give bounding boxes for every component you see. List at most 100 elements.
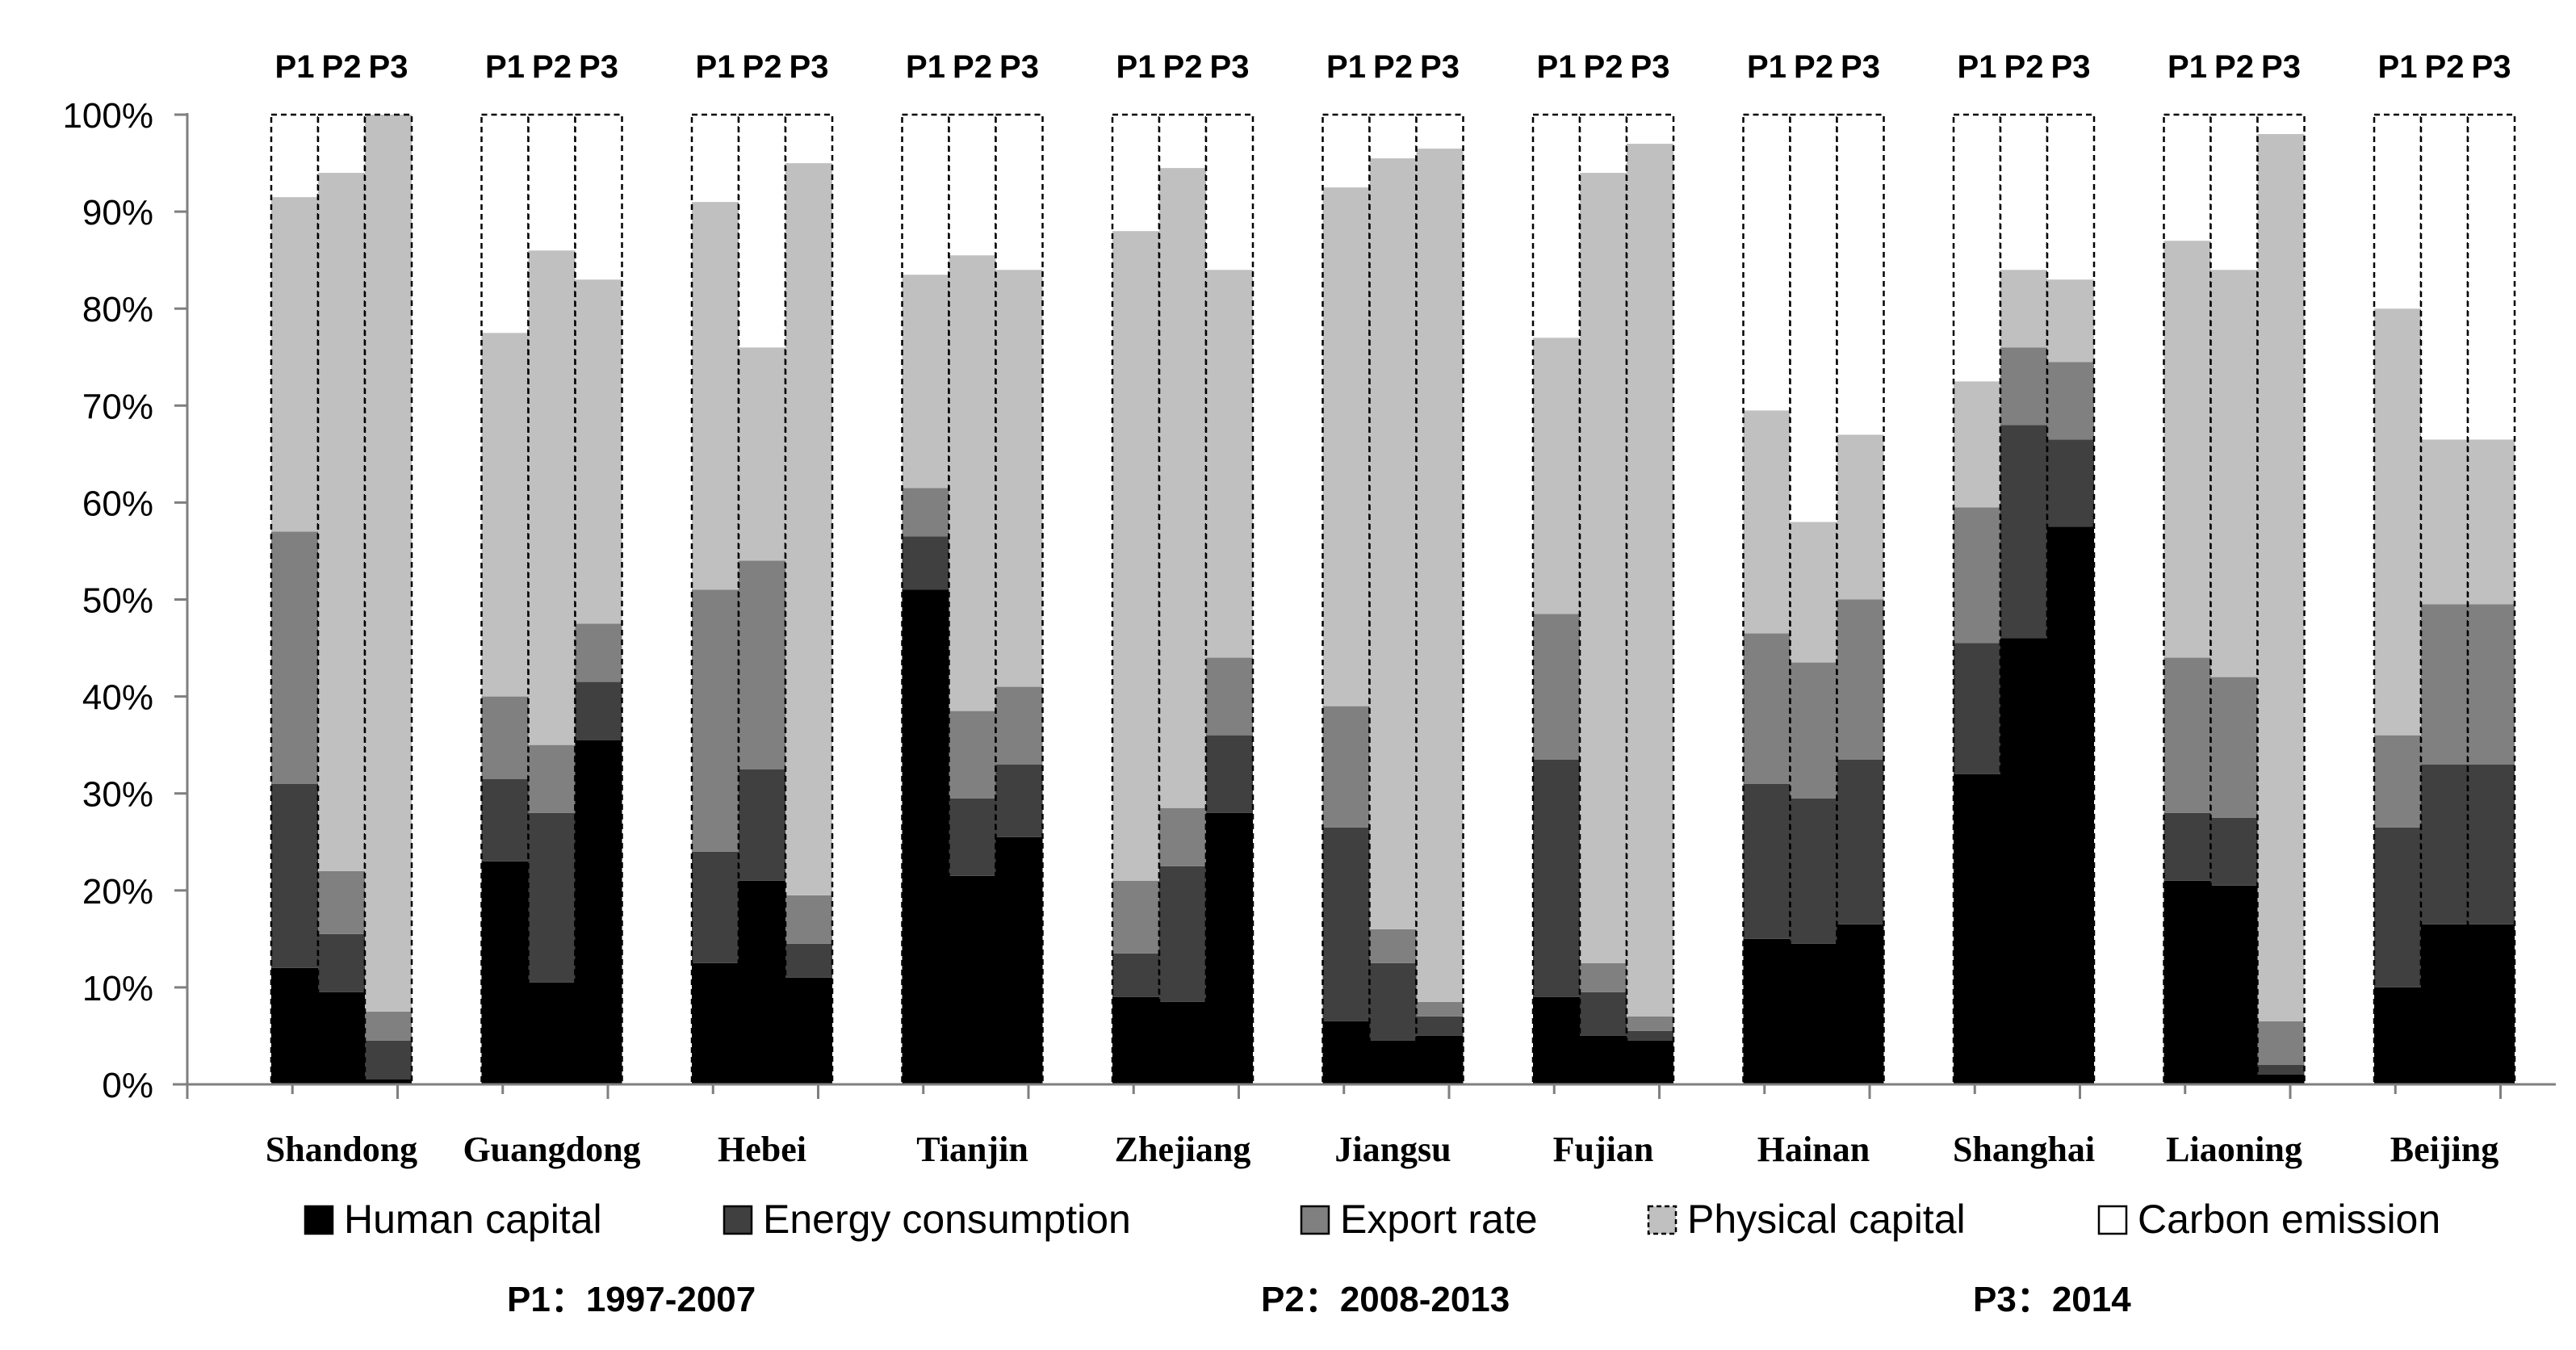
bar-segment bbox=[995, 115, 1043, 270]
bar-segment bbox=[1533, 759, 1580, 997]
bar-segment bbox=[785, 977, 832, 1084]
period-label: P1 bbox=[1326, 49, 1366, 85]
bar-segment bbox=[785, 895, 832, 944]
bar-segment bbox=[365, 1040, 412, 1080]
bar-segment bbox=[1369, 158, 1417, 929]
bar-segment bbox=[318, 115, 365, 174]
bar-segment bbox=[1322, 187, 1370, 706]
bar-segment bbox=[575, 740, 622, 1084]
bar-segment bbox=[1533, 115, 1580, 338]
bar-segment bbox=[1322, 115, 1370, 188]
bar-segment bbox=[739, 560, 785, 769]
bar-segment bbox=[2421, 924, 2468, 1084]
bar-segment bbox=[2421, 764, 2468, 924]
bar-segment bbox=[575, 623, 622, 682]
category-label: Zhejiang bbox=[1115, 1130, 1251, 1169]
bar-segment bbox=[2257, 115, 2305, 135]
bar-segment bbox=[1743, 115, 1791, 411]
bar-segment bbox=[1627, 115, 1673, 145]
legend-swatch bbox=[723, 1205, 753, 1235]
bar-segment bbox=[481, 696, 529, 779]
bar-segment bbox=[2468, 924, 2515, 1084]
period-label: P2 bbox=[2214, 49, 2254, 85]
bar-segment bbox=[1112, 231, 1159, 881]
bar-segment bbox=[902, 275, 949, 488]
bar-segment bbox=[318, 870, 365, 934]
y-tick-label: 40% bbox=[82, 678, 153, 718]
bar-segment bbox=[2257, 134, 2305, 1021]
bar-segment bbox=[271, 783, 318, 968]
period-notes: P1：1997-2007 P2：2008-2013 P3：2014 bbox=[507, 1280, 2131, 1319]
period-note: P2：2008-2013 bbox=[1261, 1280, 1510, 1319]
bar-segment bbox=[1112, 996, 1159, 1084]
bar-segment bbox=[692, 115, 739, 203]
bar-segment bbox=[1743, 783, 1791, 939]
bar-segment bbox=[995, 836, 1043, 1084]
bar-segment bbox=[1322, 1021, 1370, 1084]
bar-segment bbox=[2163, 657, 2211, 813]
category-label: Hainan bbox=[1757, 1130, 1870, 1169]
bar-segment bbox=[481, 333, 529, 697]
period-label: P3 bbox=[999, 49, 1039, 85]
bar-segment bbox=[995, 686, 1043, 765]
legend-label: Human capital bbox=[344, 1197, 602, 1242]
bar-segment bbox=[2047, 115, 2094, 280]
bar-segment bbox=[2468, 115, 2515, 440]
bar-segment bbox=[2374, 115, 2421, 309]
bar-segment bbox=[2374, 735, 2421, 828]
bar-segment bbox=[1369, 1040, 1417, 1084]
bar-segment bbox=[1954, 381, 2000, 508]
period-label: P1 bbox=[696, 49, 735, 85]
bar-segment bbox=[949, 798, 996, 876]
bar-segment bbox=[2000, 115, 2047, 270]
bar-segment bbox=[1416, 1001, 1464, 1017]
bar-segment bbox=[1743, 938, 1791, 1084]
bar-segment bbox=[1837, 759, 1884, 924]
bar-segment bbox=[1580, 962, 1627, 992]
bar-segment bbox=[1322, 706, 1370, 828]
bar-segment bbox=[2163, 241, 2211, 658]
bar-segment bbox=[785, 115, 832, 164]
category-label: Liaoning bbox=[2166, 1130, 2302, 1169]
period-note: P1：1997-2007 bbox=[507, 1280, 756, 1319]
bar-segment bbox=[739, 347, 785, 561]
bar-segment bbox=[1954, 774, 2000, 1084]
bar-segment bbox=[1627, 1016, 1673, 1031]
bar-segment bbox=[1790, 798, 1837, 944]
y-tick-label: 50% bbox=[82, 581, 153, 621]
bar-segment bbox=[2047, 439, 2094, 527]
category-label: Fujian bbox=[1553, 1130, 1654, 1169]
bar-segment bbox=[1112, 115, 1159, 232]
bar-segment bbox=[365, 1011, 412, 1041]
bar-segment bbox=[1954, 115, 2000, 382]
bar-segment bbox=[2210, 677, 2258, 818]
period-note: P3：2014 bbox=[1973, 1280, 2131, 1319]
bar-segment bbox=[271, 197, 318, 532]
bar-segment bbox=[1159, 168, 1206, 808]
bar-segment bbox=[1416, 115, 1464, 149]
bar-segment bbox=[481, 861, 529, 1084]
legend-label: Energy consumption bbox=[763, 1197, 1131, 1242]
bar-segment bbox=[1112, 953, 1159, 997]
bar-segment bbox=[271, 531, 318, 784]
bar-segment bbox=[481, 778, 529, 862]
bar-segment bbox=[528, 250, 576, 745]
bar-segment bbox=[2421, 439, 2468, 605]
period-label: P3 bbox=[2261, 49, 2301, 85]
period-label: P2 bbox=[1794, 49, 1833, 85]
period-label: P3 bbox=[2051, 49, 2091, 85]
bar-segment bbox=[575, 279, 622, 624]
legend-label: Carbon emission bbox=[2138, 1197, 2440, 1242]
bar-segment bbox=[2374, 827, 2421, 987]
bar-segment bbox=[1206, 735, 1253, 813]
bar-segment bbox=[1533, 996, 1580, 1084]
bar-segment bbox=[1790, 662, 1837, 799]
bar-segment bbox=[2257, 1064, 2305, 1075]
y-tick-label: 20% bbox=[82, 872, 153, 912]
bar-segment bbox=[271, 115, 318, 198]
period-label: P2 bbox=[743, 49, 782, 85]
legend-label: Export rate bbox=[1340, 1197, 1538, 1242]
period-label: P3 bbox=[369, 49, 408, 85]
bar-segment bbox=[2421, 115, 2468, 440]
